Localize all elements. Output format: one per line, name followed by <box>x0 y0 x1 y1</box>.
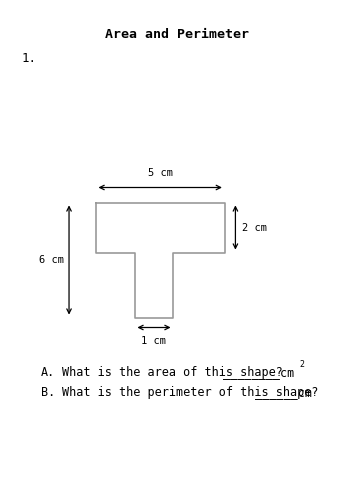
Text: 2 cm: 2 cm <box>242 222 267 232</box>
Text: A.: A. <box>41 366 55 379</box>
Text: Area and Perimeter: Area and Perimeter <box>105 28 249 40</box>
Text: ______cm: ______cm <box>255 386 312 399</box>
Text: 5 cm: 5 cm <box>148 168 173 178</box>
Text: 1 cm: 1 cm <box>142 336 166 346</box>
Text: What is the perimeter of this shape?: What is the perimeter of this shape? <box>62 386 319 399</box>
Text: ________cm: ________cm <box>223 366 294 379</box>
Text: B.: B. <box>41 386 55 399</box>
Text: What is the area of this shape?: What is the area of this shape? <box>62 366 283 379</box>
Text: 2: 2 <box>299 360 304 369</box>
Text: 1.: 1. <box>21 52 36 66</box>
Text: 6 cm: 6 cm <box>39 255 64 265</box>
